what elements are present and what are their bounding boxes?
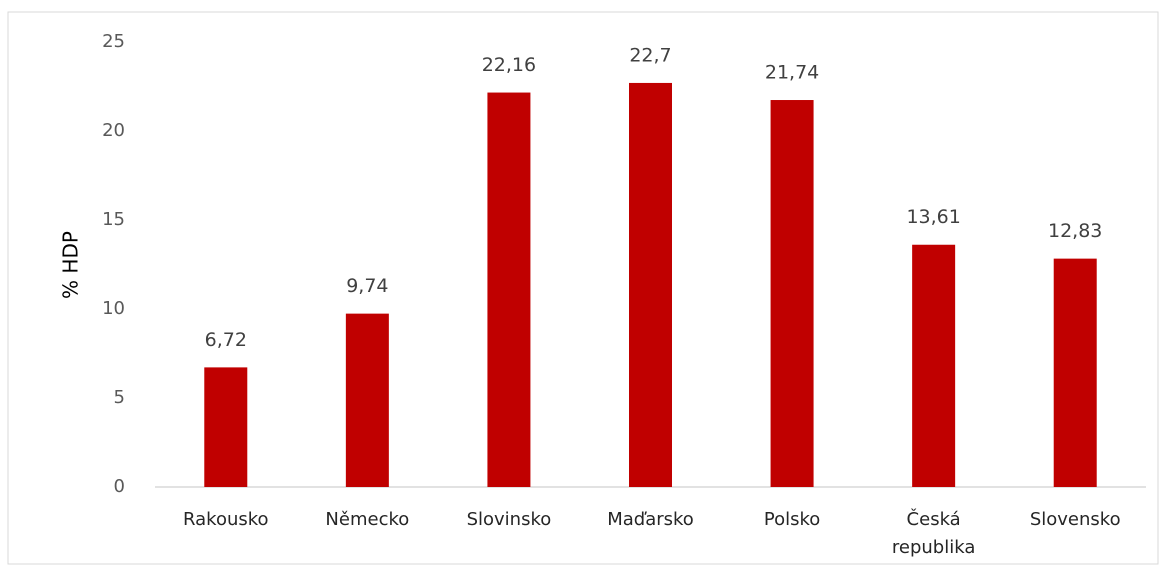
value-label: 9,74 xyxy=(346,275,388,297)
bar xyxy=(912,244,956,487)
bar xyxy=(487,92,531,487)
x-tick-label: Rakousko xyxy=(183,509,269,530)
x-tick-label: Slovensko xyxy=(1029,509,1121,530)
value-label: 6,72 xyxy=(205,329,247,351)
value-label: 22,16 xyxy=(482,54,536,76)
x-tick-label: Maďarsko xyxy=(607,509,694,530)
x-tick-label: Česká republika xyxy=(891,509,976,558)
value-label: 22,7 xyxy=(629,44,671,66)
x-tick-label: Německo xyxy=(325,509,410,530)
y-tick-label: 5 xyxy=(114,387,125,408)
value-label: 13,61 xyxy=(906,206,960,228)
bar xyxy=(345,313,389,487)
bar xyxy=(770,100,814,487)
y-tick-label: 25 xyxy=(102,31,125,52)
value-label: 21,74 xyxy=(765,62,819,84)
bar xyxy=(1053,258,1097,487)
bar xyxy=(629,82,672,487)
y-tick-label: 10 xyxy=(102,298,125,319)
x-tick-label: Slovinsko xyxy=(466,509,552,530)
value-label: 12,83 xyxy=(1048,220,1102,242)
y-tick-label: 15 xyxy=(102,209,125,230)
y-tick-label: 0 xyxy=(114,476,125,497)
y-tick-label: 20 xyxy=(102,120,125,141)
chart-border xyxy=(7,11,1159,565)
y-axis-title: % HDP xyxy=(59,231,83,299)
x-tick-label: Polsko xyxy=(763,509,821,530)
bar xyxy=(204,367,248,487)
